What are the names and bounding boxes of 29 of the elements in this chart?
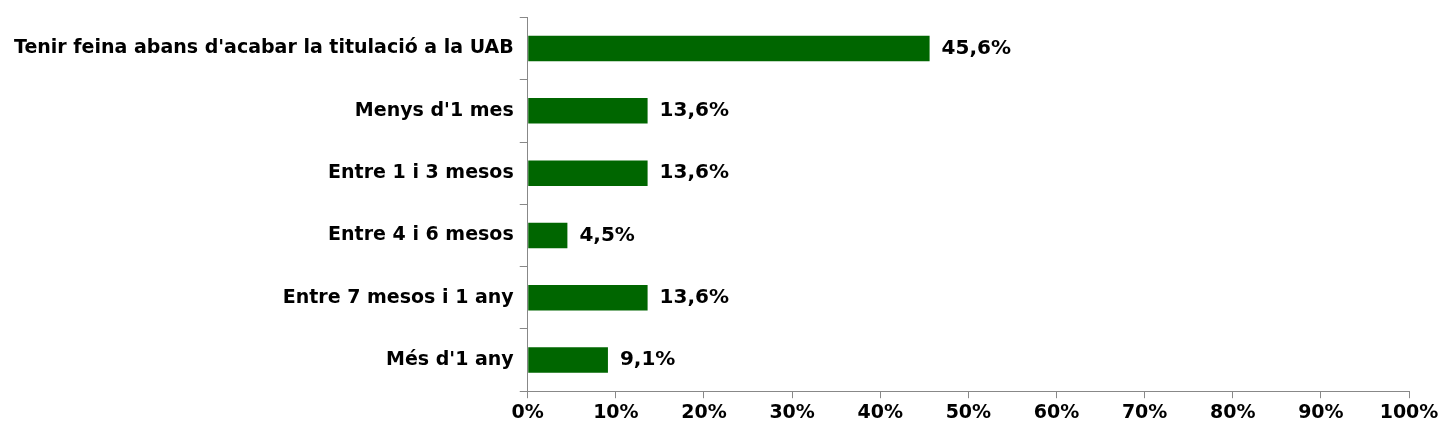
- data-label: 13,6%: [659, 159, 729, 184]
- x-tick-label: 10%: [593, 399, 639, 422]
- bar: [528, 222, 568, 249]
- y-tick-label: Menys d'1 mes: [354, 97, 514, 120]
- x-tick-label: 50%: [945, 399, 992, 422]
- data-label: 9,1%: [619, 346, 676, 371]
- x-tick-label: 70%: [1121, 399, 1168, 422]
- x-tick-label: 40%: [857, 399, 903, 422]
- data-label: 45,6%: [941, 34, 1011, 59]
- data-label: 13,6%: [659, 283, 729, 308]
- bar: [528, 98, 648, 124]
- x-tick-label: 60%: [1033, 399, 1080, 422]
- bar: [528, 347, 608, 373]
- y-tick-label: Entre 1 i 3 mesos: [328, 160, 514, 183]
- x-tick-label: 20%: [681, 399, 727, 422]
- bar: [528, 35, 930, 62]
- bar: [528, 284, 648, 311]
- x-tick-label: 90%: [1298, 399, 1344, 422]
- x-tick-label: 30%: [769, 399, 815, 422]
- data-label: 13,6%: [659, 97, 729, 122]
- y-tick-label: Tenir feina abans d'acabar la titulació a la UAB: [13, 35, 514, 58]
- x-tick-label: 0%: [511, 399, 544, 422]
- x-tick-label: 80%: [1210, 399, 1256, 422]
- y-tick-label: Més d'1 any: [386, 346, 515, 369]
- data-label: 4,5%: [579, 221, 635, 246]
- x-tick-label: 100%: [1379, 399, 1439, 422]
- y-tick-label: Entre 4 i 6 mesos: [328, 222, 514, 245]
- bar: [528, 160, 648, 186]
- y-tick-label: Entre 7 mesos i 1 any: [282, 284, 515, 307]
